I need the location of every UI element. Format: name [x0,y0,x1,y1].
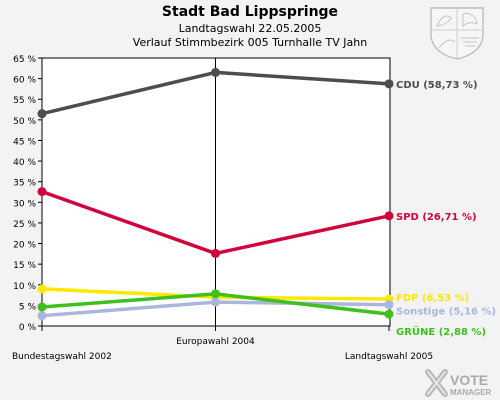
chart-subtitle-election: Landtagswahl 22.05.2005 [178,22,322,35]
data-point-grüne [384,309,394,319]
y-tick-label: 15 % [13,261,36,271]
logo-vote-text: VOTE [450,372,488,388]
data-point-spd [211,248,220,258]
logo-manager-text: MANAGER [450,388,492,397]
x-tick-label: Landtagswahl 2005 [345,352,433,362]
chart-subtitle-district: Verlauf Stimmbezirk 005 Turnhalle TV Jah… [132,36,368,49]
chart-title: Stadt Bad Lippspringe [161,4,339,20]
data-point-fdp [37,284,47,294]
y-tick-label: 5 % [19,302,37,312]
y-tick-label: 30 % [13,199,36,209]
data-point-sonstige [37,311,47,321]
data-point-cdu [211,67,220,77]
y-tick-label: 35 % [13,179,36,189]
series-end-label: GRÜNE (2,88 %) [396,324,486,338]
y-tick-label: 25 % [13,220,36,230]
y-tick-label: 55 % [13,96,36,106]
data-point-sonstige [211,297,220,307]
data-point-grüne [211,289,220,299]
y-tick-label: 10 % [13,282,36,292]
series-end-label: FDP (6,53 %) [396,293,469,304]
vote-manager-logo: VOTE MANAGER [425,369,492,397]
y-tick-label: 50 % [13,117,36,127]
data-point-cdu [384,79,394,89]
coat-of-arms-icon [430,7,484,60]
data-point-cdu [37,109,47,119]
y-tick-label: 60 % [13,76,36,86]
data-point-sonstige [384,300,394,310]
y-tick-label: 45 % [13,137,36,147]
series-end-label: SPD (26,71 %) [396,212,477,223]
y-tick-label: 20 % [13,241,36,251]
data-point-spd [37,187,47,197]
series-end-label: CDU (58,73 %) [396,80,478,91]
y-tick-label: 0 % [19,323,37,333]
x-tick-label: Europawahl 2004 [176,337,255,347]
y-tick-label: 40 % [13,158,36,168]
series-end-label: Sonstige (5,16 %) [396,307,496,318]
data-point-spd [384,211,394,221]
data-point-grüne [37,302,47,312]
x-tick-label: Bundestagswahl 2002 [12,352,112,362]
y-tick-label: 65 % [13,55,36,65]
